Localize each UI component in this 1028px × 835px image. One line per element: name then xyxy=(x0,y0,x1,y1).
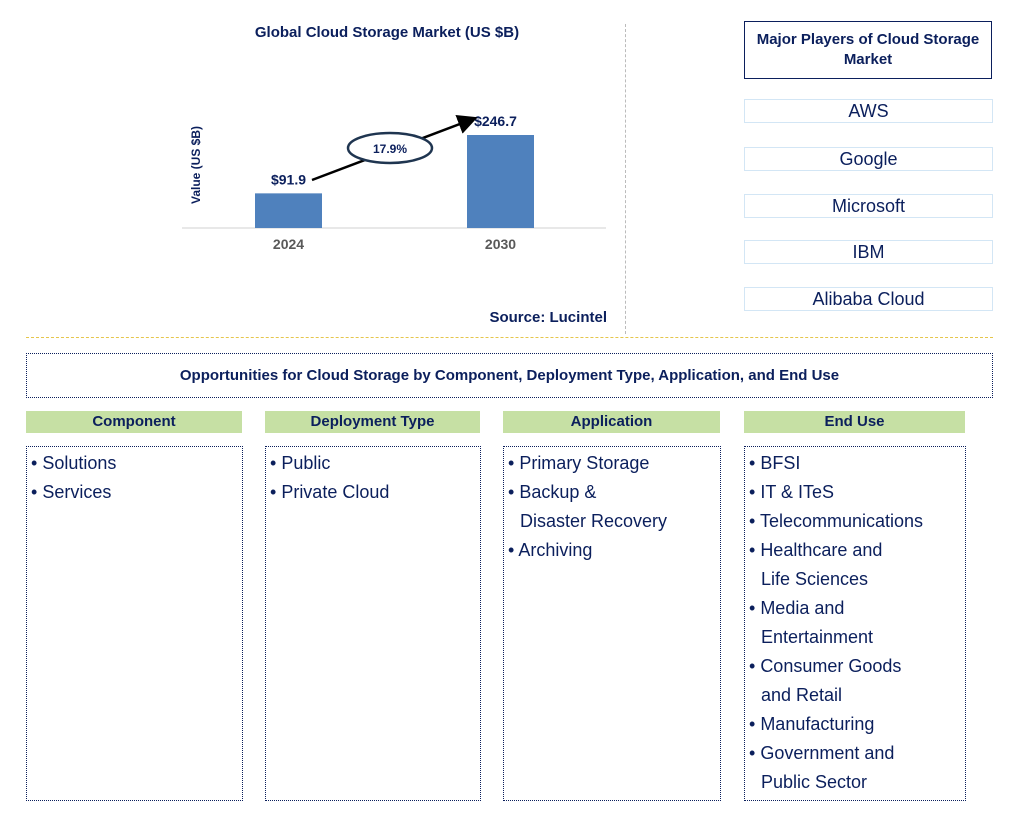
list-item: Archiving xyxy=(508,536,716,565)
opportunities-title: Opportunities for Cloud Storage by Compo… xyxy=(26,353,993,398)
player-aws: AWS xyxy=(744,99,993,123)
vertical-divider xyxy=(625,24,626,334)
cagr-label: 17.9% xyxy=(373,142,407,156)
data-label-2024: $91.9 xyxy=(271,171,306,187)
list-item: Media and Entertainment xyxy=(749,594,961,652)
list-item: BFSI xyxy=(749,449,961,478)
bar-chart: $91.9 2024 $246.7 2030 17.9% xyxy=(182,113,606,252)
x-tick-label-2024: 2024 xyxy=(273,236,304,252)
players-title: Major Players of Cloud Storage Market xyxy=(744,21,992,79)
list-item: Manufacturing xyxy=(749,710,961,739)
column-list-component: SolutionsServices xyxy=(26,446,243,801)
column-list-application: Primary StorageBackup & Disaster Recover… xyxy=(503,446,721,801)
cagr-ellipse xyxy=(346,131,434,165)
player-google: Google xyxy=(744,147,993,171)
list-item: Telecommunications xyxy=(749,507,961,536)
list-item: Primary Storage xyxy=(508,449,716,478)
bar-2024 xyxy=(255,193,322,228)
list-item: Backup & Disaster Recovery xyxy=(508,478,716,536)
source-label: Source: Lucintel xyxy=(489,309,607,326)
list-item: IT & ITeS xyxy=(749,478,961,507)
column-header-application: Application xyxy=(503,411,720,433)
column-list-end-use: BFSIIT & ITeSTelecommunicationsHealthcar… xyxy=(744,446,966,801)
column-list-deployment-type: PublicPrivate Cloud xyxy=(265,446,481,801)
data-label-2030: $246.7 xyxy=(474,113,517,129)
horizontal-divider xyxy=(26,337,993,338)
list-item: Private Cloud xyxy=(270,478,476,507)
list-item: Government and Public Sector xyxy=(749,739,961,797)
chart-title: Global Cloud Storage Market (US $B) xyxy=(254,24,520,41)
list-item: Consumer Goods and Retail xyxy=(749,652,961,710)
bar-2030 xyxy=(467,135,534,228)
x-tick-label-2030: 2030 xyxy=(485,236,516,252)
column-header-component: Component xyxy=(26,411,242,433)
list-item: Services xyxy=(31,478,238,507)
column-header-end-use: End Use xyxy=(744,411,965,433)
list-item: Solutions xyxy=(31,449,238,478)
player-ibm: IBM xyxy=(744,240,993,264)
player-alibaba: Alibaba Cloud xyxy=(744,287,993,311)
list-item: Healthcare and Life Sciences xyxy=(749,536,961,594)
list-item: Public xyxy=(270,449,476,478)
player-microsoft: Microsoft xyxy=(744,194,993,218)
column-header-deployment-type: Deployment Type xyxy=(265,411,480,433)
